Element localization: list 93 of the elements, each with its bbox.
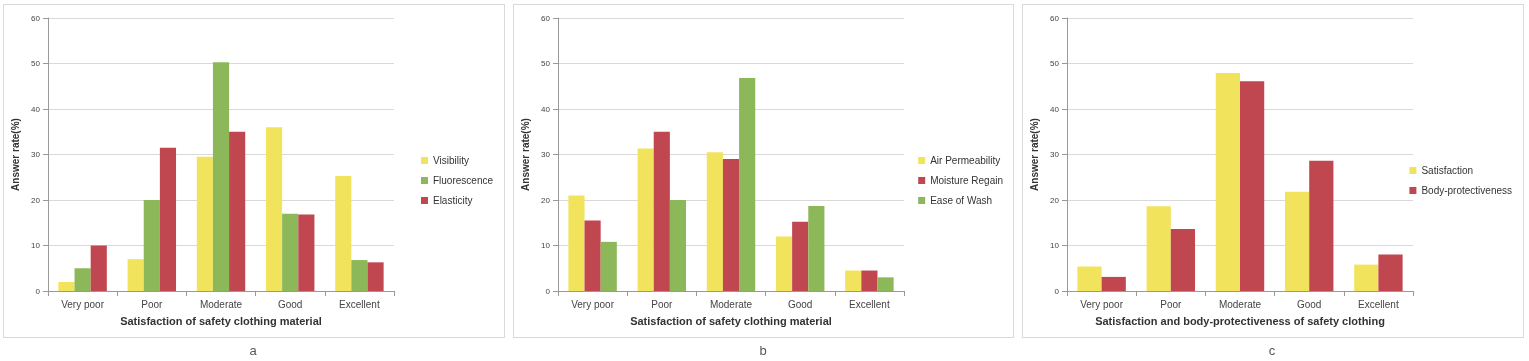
x-tick-label: Moderate	[709, 298, 753, 310]
legend-label: Moisture Regain	[929, 175, 1003, 186]
text: a	[249, 343, 258, 358]
x-tick-label: Poor	[650, 298, 673, 310]
bar	[844, 270, 861, 291]
x-axis-title: Satisfaction of safety clothing material	[120, 314, 322, 327]
bar	[1378, 254, 1403, 291]
y-tick-label: 60	[1050, 13, 1060, 23]
bar	[1240, 81, 1265, 291]
y-axis-title: Answer rate(%)	[9, 118, 21, 191]
bar	[775, 236, 792, 291]
bar	[791, 221, 808, 291]
bar	[367, 262, 384, 291]
bar	[90, 245, 107, 291]
bar	[738, 78, 755, 291]
y-tick-label: 10	[540, 241, 551, 250]
legend-label: Air Permeability	[929, 155, 1000, 166]
bar	[1285, 191, 1310, 291]
x-tick-label: Very poor	[61, 298, 105, 310]
bar	[637, 148, 654, 291]
x-axis-title: Satisfaction and body-protectiveness of safety clothing	[1095, 314, 1386, 327]
bar	[212, 62, 230, 291]
legend-label: Ease of Wash	[929, 195, 992, 206]
legend-label: Elasticity	[432, 195, 473, 206]
y-tick-label: 40	[31, 104, 41, 114]
bar	[722, 159, 739, 291]
bar	[877, 277, 894, 291]
bar	[265, 127, 283, 291]
y-tick-label: 30	[540, 150, 551, 159]
y-tick-label: 0	[35, 286, 41, 296]
y-axis-title: Answer rate(%)	[1028, 118, 1040, 191]
bar	[653, 131, 670, 291]
bar	[335, 175, 352, 291]
bar	[1354, 264, 1379, 291]
x-tick-label: Very poor	[1080, 298, 1124, 310]
y-tick-label: 50	[1050, 59, 1060, 68]
bar	[1309, 160, 1334, 291]
x-tick-label: Moderate	[1219, 298, 1262, 310]
bar	[1216, 73, 1241, 291]
y-tick-label: 20	[540, 195, 551, 205]
bar	[229, 131, 246, 291]
bar	[860, 270, 878, 291]
y-tick-label: 50	[31, 59, 41, 68]
bar	[807, 205, 825, 291]
x-tick-label: Very poor	[570, 298, 615, 310]
y-tick-label: 60	[31, 13, 41, 23]
x-tick-label: Poor	[141, 298, 164, 310]
bar	[143, 200, 160, 291]
bar	[669, 200, 686, 291]
bar	[706, 152, 723, 291]
y-tick-label: 50	[540, 59, 551, 68]
bar	[74, 268, 91, 291]
bar	[58, 281, 75, 291]
bar	[282, 213, 299, 291]
legend-label: Fluorescence	[432, 175, 494, 186]
bar	[1171, 229, 1196, 291]
legend-label: Satisfaction	[1421, 165, 1474, 176]
y-tick-label: 40	[540, 104, 551, 114]
x-tick-label: Good	[1297, 298, 1322, 310]
bar	[584, 220, 601, 291]
bar	[298, 214, 315, 291]
y-tick-label: 10	[1050, 241, 1060, 250]
x-tick-label: Excellent	[848, 298, 890, 310]
legend-label: Body-protectiveness	[1421, 185, 1513, 196]
x-tick-label: Moderate	[199, 298, 243, 310]
y-axis-title: Answer rate(%)	[519, 118, 531, 191]
y-tick-label: 10	[31, 241, 41, 250]
x-axis-title: Satisfaction of safety clothing material	[629, 314, 832, 327]
text: b	[759, 343, 767, 358]
y-tick-label: 20	[31, 195, 41, 205]
bar	[600, 241, 617, 291]
x-tick-label: Poor	[1160, 298, 1183, 310]
y-tick-label: 60	[540, 13, 551, 23]
y-tick-label: 30	[1050, 150, 1060, 159]
x-tick-label: Excellent	[1358, 298, 1400, 310]
y-tick-label: 0	[1054, 286, 1060, 296]
bar	[1101, 276, 1127, 291]
bar	[568, 195, 585, 291]
text: c	[1269, 343, 1277, 358]
y-tick-label: 40	[1050, 104, 1060, 114]
bar	[196, 156, 213, 291]
bar	[1077, 266, 1102, 291]
bar	[159, 147, 177, 291]
x-tick-label: Good	[787, 298, 813, 310]
legend-label: Visibility	[432, 155, 469, 166]
x-tick-label: Good	[277, 298, 303, 310]
x-tick-label: Excellent	[339, 298, 380, 310]
y-tick-label: 0	[545, 286, 551, 296]
bar	[351, 260, 368, 291]
bar	[1146, 206, 1172, 291]
y-tick-label: 20	[1050, 195, 1060, 205]
bar	[127, 259, 144, 291]
y-tick-label: 30	[31, 150, 41, 159]
